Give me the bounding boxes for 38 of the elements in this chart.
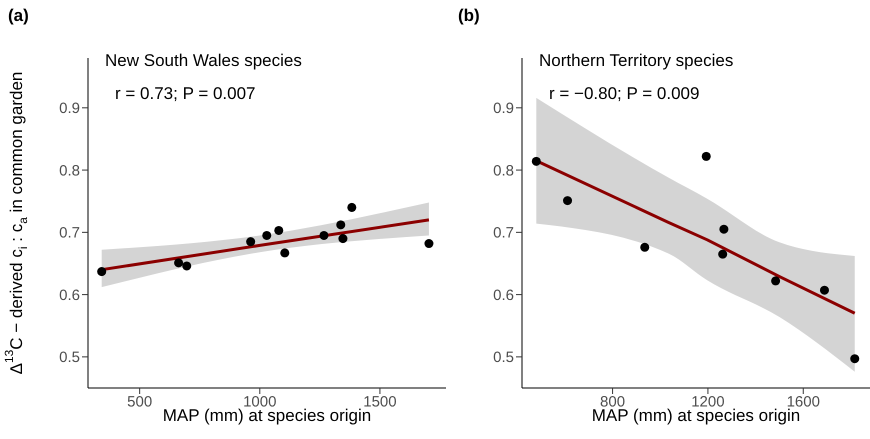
point [246, 237, 256, 246]
y-tick-label: 0.5 [493, 349, 514, 366]
point [262, 230, 272, 240]
point [424, 239, 434, 248]
point [820, 286, 829, 295]
point [771, 276, 780, 286]
y-tick-label: 0.9 [493, 100, 514, 118]
point [640, 242, 650, 252]
annotation: r = −0.80; P = 0.009 [549, 84, 700, 104]
y-tick-label: 0.5 [59, 349, 80, 366]
y-tick-label: 0.8 [59, 162, 80, 180]
text: (a) [8, 6, 29, 26]
point [347, 202, 356, 212]
point [280, 248, 290, 258]
text: (b) [458, 6, 480, 26]
y-tick-label: 0.9 [59, 100, 80, 118]
x-tick-label: 500 [127, 394, 152, 411]
point [97, 267, 106, 276]
point [319, 230, 328, 240]
point [336, 220, 346, 230]
y-tick-label: 0.6 [493, 286, 514, 304]
y-tick-label: 0.7 [59, 224, 80, 242]
point [702, 152, 711, 161]
y-tick-label: 0.8 [493, 162, 514, 180]
y-tick-label: 0.6 [59, 286, 80, 304]
point [174, 258, 184, 268]
annotation: r = 0.73; P = 0.007 [115, 84, 256, 104]
point [274, 226, 284, 235]
point [532, 156, 541, 166]
point [718, 250, 728, 259]
point [182, 261, 192, 270]
chart-title: New South Wales species [105, 51, 302, 71]
chart-title: Northern Territory species [539, 51, 734, 71]
point [563, 196, 572, 206]
point [719, 224, 728, 234]
y-tick-label: 0.7 [493, 224, 514, 242]
point [850, 354, 860, 364]
point [338, 234, 348, 244]
